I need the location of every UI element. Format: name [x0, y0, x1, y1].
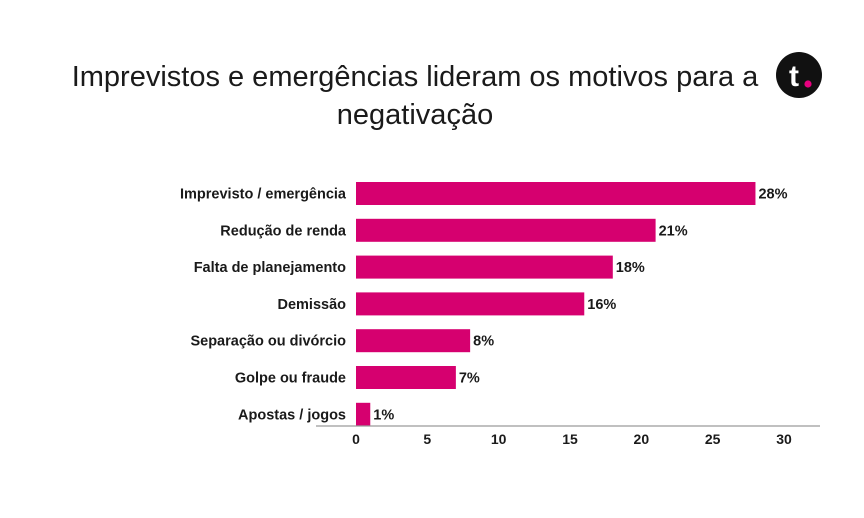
x-tick-label-0: 0: [352, 431, 360, 447]
x-tick-label-4: 20: [634, 431, 650, 447]
value-label-5: 7%: [459, 371, 480, 387]
value-label-3: 16%: [587, 297, 616, 313]
bar-1: [356, 218, 656, 242]
category-label-6: Apostas / jogos: [238, 407, 346, 423]
brand-logo: t: [776, 52, 822, 98]
x-tick-label-5: 25: [705, 431, 721, 447]
category-label-3: Demissão: [277, 297, 346, 313]
x-tick-label-6: 30: [776, 431, 792, 447]
bar-2: [356, 255, 613, 279]
x-tick-label-3: 15: [562, 431, 578, 447]
x-tick-label-1: 5: [423, 431, 431, 447]
value-label-6: 1%: [373, 407, 394, 423]
category-label-0: Imprevisto / emergência: [180, 187, 347, 203]
bar-6: [356, 402, 371, 426]
logo-dot: [804, 80, 812, 88]
bar-5: [356, 366, 456, 389]
category-label-1: Redução de renda: [220, 223, 347, 239]
value-label-1: 21%: [659, 223, 688, 239]
chart-title: Imprevistos e emergências lideram os mot…: [71, 61, 759, 131]
bar-3: [356, 292, 585, 316]
bar-0: [356, 182, 756, 205]
x-tick-label-2: 10: [491, 431, 507, 447]
value-label-0: 28%: [758, 187, 787, 203]
logo-letter: t: [789, 60, 799, 93]
bar-4: [356, 329, 471, 353]
value-label-2: 18%: [616, 260, 645, 276]
category-label-2: Falta de planejamento: [194, 260, 346, 276]
value-label-4: 8%: [473, 334, 494, 350]
category-label-5: Golpe ou fraude: [235, 371, 346, 387]
category-label-4: Separação ou divórcio: [190, 334, 346, 350]
